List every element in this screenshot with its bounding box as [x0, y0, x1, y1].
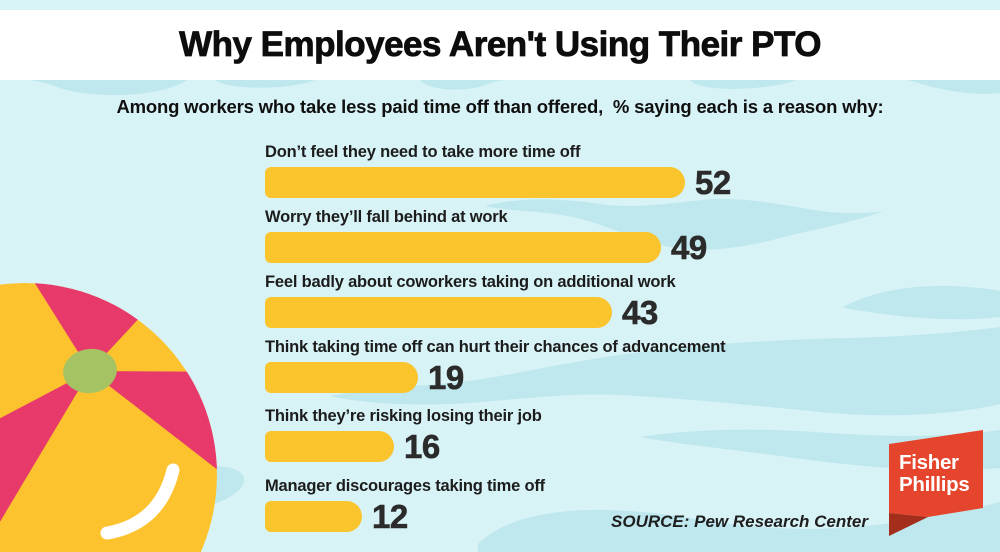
- source-credit: SOURCE: Pew Research Center: [611, 512, 868, 531]
- ball-stripe-left: [0, 371, 90, 552]
- wave-right-small: [843, 285, 1000, 320]
- bar-row: Manager discourages taking time off 12: [265, 477, 825, 535]
- bar-label: Feel badly about coworkers taking on add…: [265, 273, 676, 291]
- logo-line2: Phillips: [899, 472, 970, 496]
- bar-label: Think they’re risking losing their job: [265, 407, 542, 425]
- bar: [265, 501, 362, 532]
- fisher-phillips-logo: [889, 430, 983, 536]
- bar: [265, 431, 394, 462]
- bar-value: 52: [695, 164, 732, 201]
- logo-line1: Fisher: [899, 451, 959, 474]
- bar-value: 19: [428, 359, 465, 396]
- wave-mid-left: [485, 198, 884, 250]
- page-title: Why Employees Aren't Using Their PTO: [179, 25, 822, 65]
- bar-label: Manager discourages taking time off: [265, 477, 545, 495]
- bar: [265, 167, 685, 198]
- bar-value: 12: [372, 498, 409, 535]
- bar-label: Don’t feel they need to take more time o…: [265, 143, 581, 161]
- logo-fold-shape: [889, 513, 928, 536]
- ball-highlight: [100, 463, 180, 540]
- chart-subtitle: Among workers who take less paid time of…: [116, 96, 884, 117]
- bar-row: Worry they’ll fall behind at work 49: [265, 208, 825, 266]
- ball-hub: [63, 348, 117, 394]
- title-banner: Why Employees Aren't Using Their PTO: [0, 10, 1000, 80]
- wave-bottom: [478, 502, 1000, 552]
- bar-label: Worry they’ll fall behind at work: [265, 208, 508, 226]
- bar-row: Feel badly about coworkers taking on add…: [265, 273, 825, 331]
- bar-row: Don’t feel they need to take more time o…: [265, 143, 825, 201]
- logo-text: Fisher Phillips: [899, 452, 970, 495]
- bar-value: 16: [404, 428, 441, 465]
- bar-chart: Don’t feel they need to take more time o…: [265, 143, 825, 533]
- logo-banner-shape: [889, 430, 983, 517]
- bar-label: Think taking time off can hurt their cha…: [265, 338, 726, 356]
- bar-row: Think taking time off can hurt their cha…: [265, 338, 825, 396]
- wave-mid-band: [330, 327, 1000, 416]
- bar-row: Think they’re risking losing their job 1…: [265, 407, 825, 465]
- bar: [265, 232, 661, 263]
- beach-ball-illustration: [0, 283, 217, 552]
- bar-value: 49: [671, 229, 708, 266]
- ball-stripe-top: [14, 283, 158, 371]
- bar: [265, 297, 612, 328]
- bar-value: 43: [622, 294, 659, 331]
- bar: [265, 362, 418, 393]
